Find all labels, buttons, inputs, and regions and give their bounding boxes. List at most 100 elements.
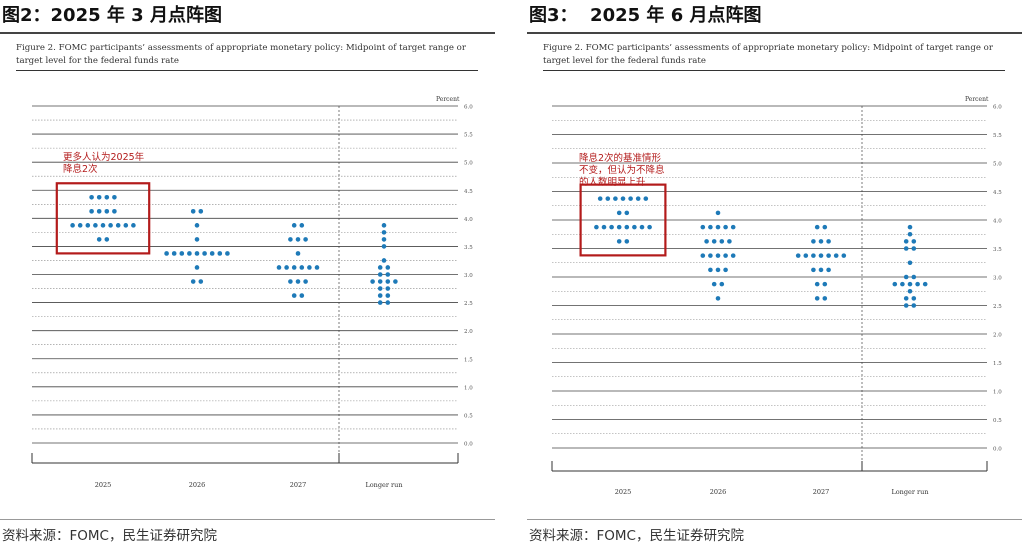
dot-point [131,223,136,228]
dot-point [826,239,831,244]
dot-point [594,224,599,230]
dot-point [194,223,200,228]
dot-point [96,237,102,242]
x-category-label: 2025 [615,488,632,496]
dot-point [907,281,913,287]
dot-point [190,279,196,284]
dot-point [903,303,909,308]
dot-point [911,274,917,280]
dot-point [288,279,293,284]
dot-point [77,223,83,228]
dot-point [715,267,721,273]
dot-point [381,237,387,242]
dot-point [903,274,909,280]
dot-point [715,296,721,301]
y-tick-label: 1.0 [993,390,1002,396]
dot-point [377,279,383,284]
highlight-box [579,183,667,257]
dot-point [217,251,223,256]
dot-point [616,224,622,230]
dot-point [715,224,721,230]
dot-point [907,288,913,294]
dot-point [632,224,637,230]
y-tick-label: 0.0 [464,442,473,448]
y-tick-label: 4.5 [464,189,473,195]
dot-point [911,296,917,301]
dot-point [194,251,200,256]
dot-point [381,244,387,249]
dot-point [795,253,801,258]
dot-point [377,293,383,298]
dot-point [708,253,713,258]
dot-point [822,296,828,301]
dot-point [202,251,207,256]
dot-point [385,279,391,284]
y-tick-label: 1.5 [464,357,473,363]
x-category-label: 2026 [710,488,727,496]
dot-point [385,286,391,291]
annotation-line: 降息2次 [63,163,98,175]
dot-point [803,253,809,258]
dot-point [370,279,375,284]
annotation-line: 不变，但认为不降息 [579,164,665,176]
dot-point [730,253,736,258]
panel-title: 图2：2025 年 3 月点阵图 [2,5,222,26]
dot-point [112,194,117,200]
dot-point [209,251,215,256]
y-axis-label: Percent [965,96,989,103]
dot-point [818,253,824,258]
dot-point [818,267,824,273]
y-tick-label: 3.0 [993,276,1002,282]
dot-point [723,253,728,258]
annotation-line: 更多人认为2025年 [63,151,145,163]
dot-point [814,281,820,287]
x-category-label: 2025 [95,481,112,489]
y-axis-label: Percent [436,96,460,103]
dot-point [715,253,721,258]
source-divider [0,519,495,520]
dot-point [307,265,312,270]
y-tick-label: 6.0 [464,105,473,111]
dot-point [628,196,633,201]
x-category-label: 2026 [189,481,206,489]
dot-point [814,224,820,230]
dot-point [647,224,652,230]
dot-point [104,209,110,214]
dot-point [299,223,305,228]
dot-point [190,209,196,214]
y-tick-label: 4.0 [993,219,1002,225]
dot-point [295,237,301,242]
y-tick-label: 1.0 [464,385,473,391]
highlight-box [55,182,151,255]
dot-point [708,224,713,230]
dot-point [104,194,110,200]
dot-point [100,223,106,228]
y-tick-label: 2.5 [993,304,1002,310]
dot-point [96,209,102,214]
dot-point [377,272,383,277]
dot-point [624,210,630,216]
y-tick-label: 1.5 [993,361,1002,367]
dot-point [643,196,649,201]
dot-point [194,237,200,242]
dot-point [616,210,622,216]
y-tick-label: 0.5 [464,413,473,419]
dot-point [291,223,297,228]
x-category-label: Longer run [891,488,928,496]
y-tick-label: 2.0 [993,333,1002,339]
dot-point [299,293,305,298]
dot-point [381,258,387,263]
dot-point [605,196,611,201]
dot-point [624,224,630,230]
dot-point [911,303,917,308]
dot-point [377,265,383,270]
title-divider [527,32,1022,34]
dot-point [299,265,305,270]
y-tick-label: 3.0 [464,273,473,279]
y-tick-label: 4.5 [993,190,1002,196]
dot-point [700,253,706,258]
dot-point [811,267,816,273]
dot-point [811,239,816,244]
dot-point [115,223,121,228]
dot-point [377,286,383,291]
